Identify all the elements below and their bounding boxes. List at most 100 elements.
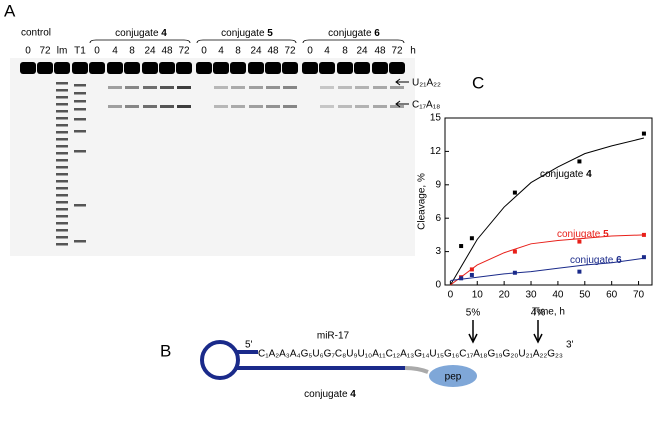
y-axis-label: Cleavage, % — [417, 173, 428, 230]
gel-band — [230, 62, 246, 74]
ladder-band — [56, 187, 68, 190]
lane-label: 4 — [112, 46, 118, 57]
gel-band — [282, 62, 298, 74]
ladder-band — [56, 180, 68, 183]
cleavage-band — [231, 86, 245, 89]
gel-band — [89, 62, 105, 74]
ladder-band — [56, 173, 68, 176]
cleavage-band — [373, 86, 387, 89]
cleavage-band — [283, 86, 297, 89]
lane-label: 72 — [284, 46, 296, 57]
gel-band — [265, 62, 281, 74]
cleavage-band — [355, 86, 369, 89]
lane-label: 8 — [342, 46, 348, 57]
ladder-band — [56, 131, 68, 134]
ladder-band — [56, 82, 68, 85]
x-tick-label: 10 — [472, 290, 484, 301]
ladder-band — [56, 229, 68, 232]
group-bracket — [196, 39, 297, 44]
panel-label: B — [160, 341, 171, 360]
cleavage-band — [266, 105, 280, 108]
y-tick-label: 0 — [435, 280, 441, 291]
lane-label: 72 — [178, 46, 190, 57]
ladder-band — [56, 201, 68, 204]
ladder-band — [74, 108, 86, 111]
cleavage-band — [160, 105, 174, 108]
data-point — [641, 232, 646, 237]
cleavage-band — [108, 86, 122, 89]
gel-band — [337, 62, 353, 74]
cleavage-band — [143, 86, 157, 89]
ladder-band — [56, 166, 68, 169]
group-label: conjugate 6 — [328, 28, 380, 39]
ladder-band — [56, 110, 68, 113]
fit-curve — [450, 257, 645, 282]
gel-band — [72, 62, 88, 74]
x-tick-label: 30 — [525, 290, 537, 301]
gel-band — [20, 62, 36, 74]
ladder-band — [56, 236, 68, 239]
lane-label: 4 — [324, 46, 330, 57]
site-label: 4% — [531, 308, 546, 319]
lane-label: 48 — [374, 46, 386, 57]
gel-band — [124, 62, 140, 74]
ladder-band — [56, 89, 68, 92]
cleavage-band — [143, 105, 157, 108]
data-point — [469, 236, 474, 241]
cleavage-band — [338, 105, 352, 108]
ladder-band — [56, 194, 68, 197]
three-prime: 3' — [566, 340, 574, 351]
ladder-band — [56, 124, 68, 127]
x-tick-label: 20 — [499, 290, 511, 301]
gel-band — [54, 62, 70, 74]
group-bracket — [302, 39, 405, 44]
gel-band — [37, 62, 53, 74]
ladder-band — [74, 130, 86, 133]
series-label: conjugate 4 — [540, 169, 592, 180]
y-tick-label: 12 — [430, 146, 442, 157]
ladder-band — [56, 159, 68, 162]
cleavage-band — [390, 86, 404, 89]
gel-bands — [20, 62, 405, 246]
ladder-band — [74, 118, 86, 121]
data-point — [469, 272, 474, 277]
ladder-band — [74, 204, 86, 207]
site-label: 5% — [466, 308, 481, 319]
mirna-name: miR-17 — [317, 331, 350, 342]
cleavage-band — [373, 105, 387, 108]
data-point — [459, 276, 464, 281]
lane-label: 24 — [144, 46, 156, 57]
group-label: conjugate 5 — [221, 28, 273, 39]
peptide: pep — [445, 372, 462, 383]
group-label: conjugate 4 — [115, 28, 167, 39]
gel-band — [354, 62, 370, 74]
x-tick-label: 70 — [633, 290, 645, 301]
ladder-band — [56, 117, 68, 120]
data-point — [577, 239, 582, 244]
plot-frame — [444, 117, 653, 286]
data-point — [641, 255, 646, 260]
y-tick-label: 15 — [430, 113, 442, 124]
data-point — [577, 159, 582, 164]
cleavage-band — [125, 86, 139, 89]
ladder-band — [74, 100, 86, 103]
lane-label: 8 — [129, 46, 135, 57]
x-axis-label: Time, h — [532, 307, 565, 318]
ladder-band — [74, 150, 86, 153]
lane-label: 48 — [161, 46, 173, 57]
ladder-band — [56, 138, 68, 141]
x-tick-label: 60 — [606, 290, 618, 301]
lane-label: 4 — [218, 46, 224, 57]
cleavage-band — [266, 86, 280, 89]
ladder-band — [56, 103, 68, 106]
lane-label: 0 — [201, 46, 207, 57]
x-tick-label: 40 — [552, 290, 564, 301]
gel-band — [319, 62, 335, 74]
ladder-band — [56, 222, 68, 225]
cleavage-band — [320, 86, 334, 89]
cleavage-band — [338, 86, 352, 89]
ladder-band — [56, 208, 68, 211]
gel-band — [389, 62, 405, 74]
conjugate-label: conjugate 4 — [304, 389, 356, 400]
